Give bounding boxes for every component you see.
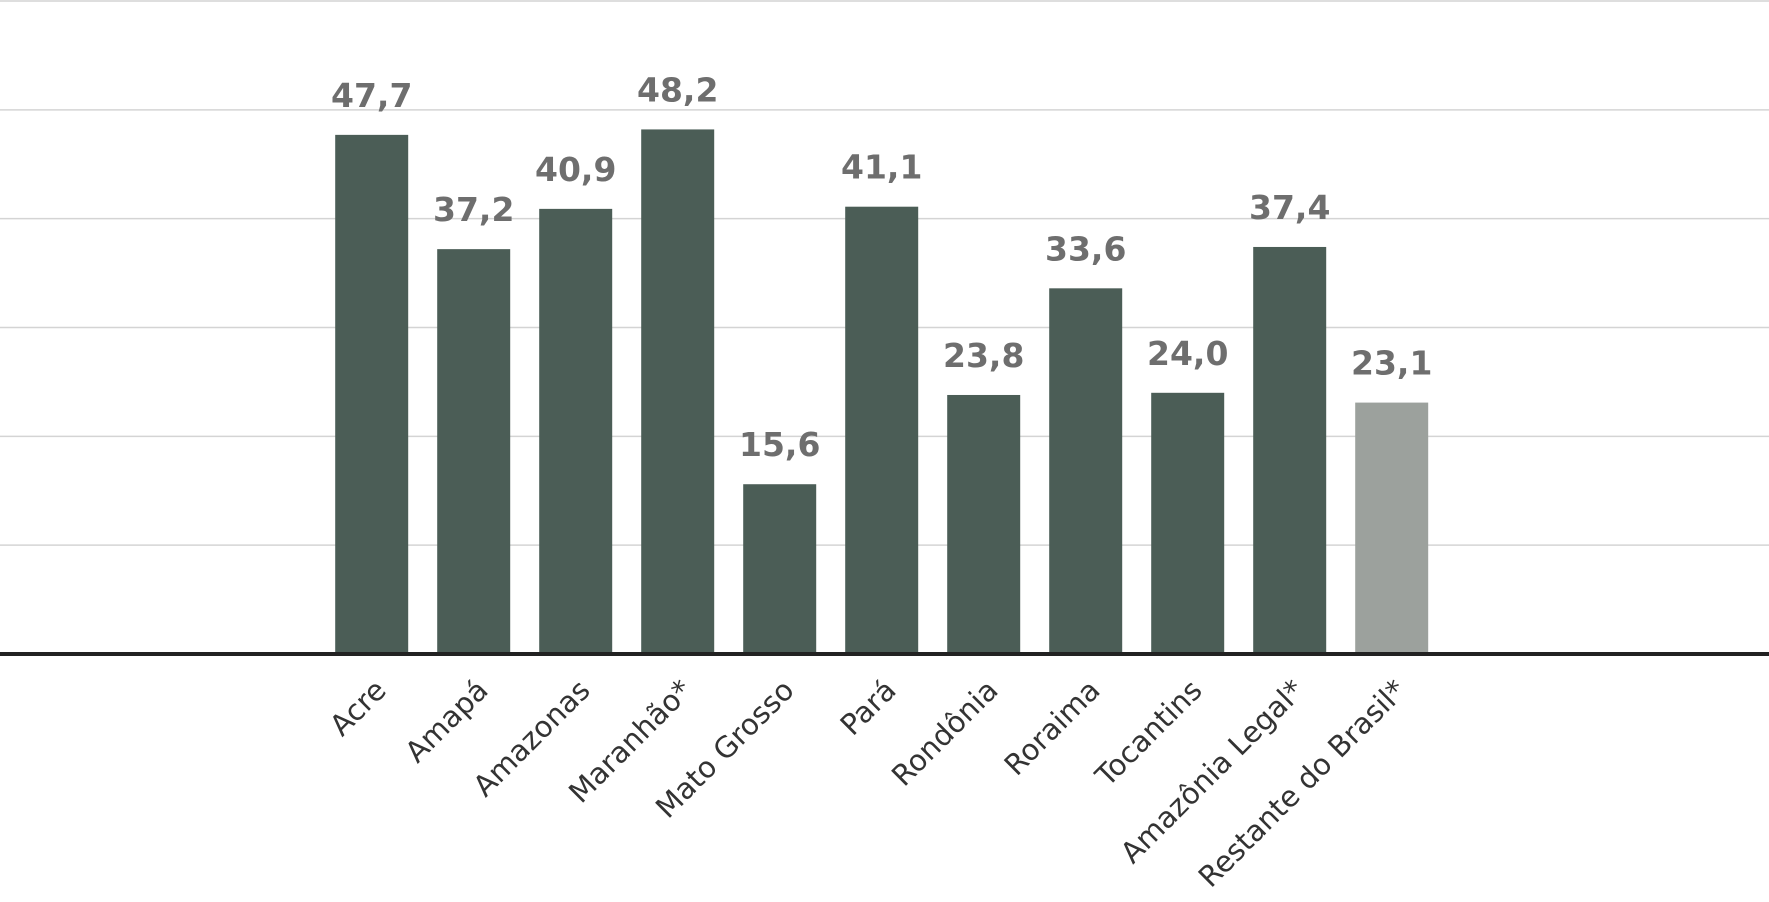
value-label: 48,2 [637, 70, 718, 109]
value-label: 47,7 [331, 76, 412, 115]
x-tick-label: Rondônia [885, 673, 1005, 793]
bar [641, 129, 715, 654]
bar [335, 134, 409, 655]
bar [1355, 402, 1429, 654]
bar [743, 484, 817, 654]
value-label: 41,1 [841, 148, 922, 187]
bar [1049, 288, 1123, 654]
x-tick-label: Restante do Brasil* [1192, 673, 1413, 894]
x-tick-label: Pará [834, 673, 903, 742]
value-label: 23,1 [1351, 344, 1432, 383]
value-label: 33,6 [1045, 229, 1126, 268]
bar [539, 208, 613, 654]
x-tick-label: Amapá [398, 673, 494, 769]
value-label: 37,2 [433, 190, 514, 229]
value-label: 23,8 [943, 336, 1024, 375]
x-tick-label: Amazônia Legal* [1114, 673, 1311, 870]
value-label: 24,0 [1147, 334, 1228, 373]
value-label: 37,4 [1249, 188, 1330, 227]
x-tick-label: Roraima [997, 673, 1106, 782]
value-label: 15,6 [739, 425, 820, 464]
bar [437, 249, 511, 654]
bar [947, 394, 1021, 654]
value-label: 40,9 [535, 150, 616, 189]
bar [1253, 246, 1327, 655]
bar [1151, 392, 1225, 654]
bar [845, 206, 919, 654]
x-tick-label: Acre [323, 673, 393, 743]
